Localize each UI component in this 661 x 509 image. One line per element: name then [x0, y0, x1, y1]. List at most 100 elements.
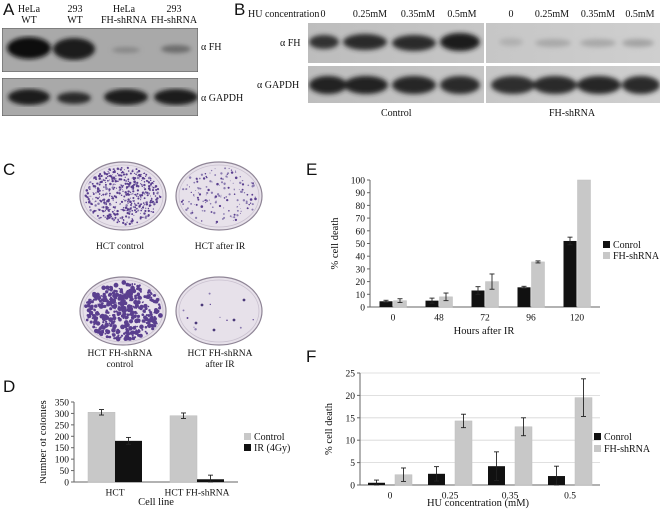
colony [105, 203, 107, 206]
colony [225, 175, 228, 178]
colony [119, 300, 125, 305]
x-tick-label: 96 [526, 314, 536, 324]
colony [241, 180, 243, 182]
colony [229, 180, 231, 182]
colony [97, 295, 102, 301]
colony [120, 178, 123, 181]
colony [109, 182, 112, 186]
colony [97, 303, 99, 305]
colony [119, 168, 122, 171]
colony [129, 283, 132, 286]
colony [155, 188, 158, 191]
colony [148, 192, 150, 194]
colony [105, 290, 109, 294]
colony [88, 183, 90, 185]
colony [138, 333, 143, 338]
colony [150, 197, 153, 200]
colony [114, 307, 116, 310]
colony [131, 209, 134, 212]
colony [97, 187, 100, 191]
colony [157, 193, 159, 195]
colony [90, 300, 94, 304]
colony [112, 219, 115, 222]
colony [254, 197, 257, 201]
colony [147, 320, 151, 324]
colony [111, 195, 113, 198]
lane-label-line2: WT [67, 15, 83, 26]
colony [112, 199, 114, 202]
colony [101, 323, 104, 326]
colony [126, 221, 128, 224]
colony [149, 310, 153, 315]
colony [102, 214, 105, 217]
y-axis-title: % cell death [324, 402, 335, 455]
colony [118, 220, 121, 223]
colony [116, 329, 121, 334]
colony [126, 192, 130, 196]
colony [98, 196, 100, 198]
colony [111, 314, 115, 317]
colony [220, 172, 223, 175]
legend-swatch [603, 241, 610, 248]
colony [132, 196, 135, 200]
colony [151, 327, 155, 331]
colony [118, 178, 121, 181]
colony [188, 200, 190, 203]
colony [126, 211, 129, 215]
colony [136, 221, 139, 224]
blot-b [308, 23, 660, 103]
colony [209, 180, 212, 183]
colony [98, 189, 101, 192]
colony [102, 178, 104, 180]
x-tick-label: 72 [480, 314, 490, 324]
colony [194, 321, 198, 325]
colony [144, 207, 147, 210]
y-tick-label: 15 [346, 414, 356, 424]
colony [95, 322, 98, 325]
colony [210, 211, 213, 213]
colony [133, 177, 137, 180]
hu-concentration-header: HU concentration [248, 9, 320, 20]
colony [117, 220, 119, 222]
colony [132, 187, 135, 190]
colony [125, 179, 128, 183]
plate-rim [178, 164, 260, 228]
colony [127, 178, 130, 181]
colony [111, 197, 114, 200]
colony [138, 287, 142, 292]
colony [152, 186, 155, 189]
colony [147, 180, 149, 183]
colony [104, 327, 106, 329]
colony [147, 214, 150, 217]
colony [110, 176, 113, 179]
colony [141, 206, 145, 209]
colony [110, 320, 115, 325]
colony [118, 186, 121, 189]
colony [124, 200, 126, 202]
colony [124, 191, 127, 194]
colony [101, 326, 106, 330]
colony [115, 187, 118, 189]
x-axis-title: Cell line [138, 497, 174, 507]
colony [150, 298, 154, 302]
colony [196, 196, 199, 199]
colony [104, 320, 108, 323]
concentration-label: 0.25mM [352, 9, 388, 20]
colony [218, 204, 222, 208]
colony [101, 206, 103, 208]
y-tick-label: 25 [346, 370, 356, 380]
colony [188, 176, 192, 179]
colony [209, 202, 212, 205]
lane-label-line2: FH-shRNA [150, 15, 198, 26]
colony [242, 199, 246, 202]
colony [111, 217, 114, 220]
y-tick-label: 0 [64, 479, 69, 489]
colony [114, 179, 117, 182]
colony [104, 209, 107, 212]
colony [182, 199, 184, 202]
colony [194, 328, 197, 331]
colony [103, 172, 107, 175]
colony [239, 212, 241, 214]
colony [97, 208, 99, 210]
colony [190, 212, 193, 215]
